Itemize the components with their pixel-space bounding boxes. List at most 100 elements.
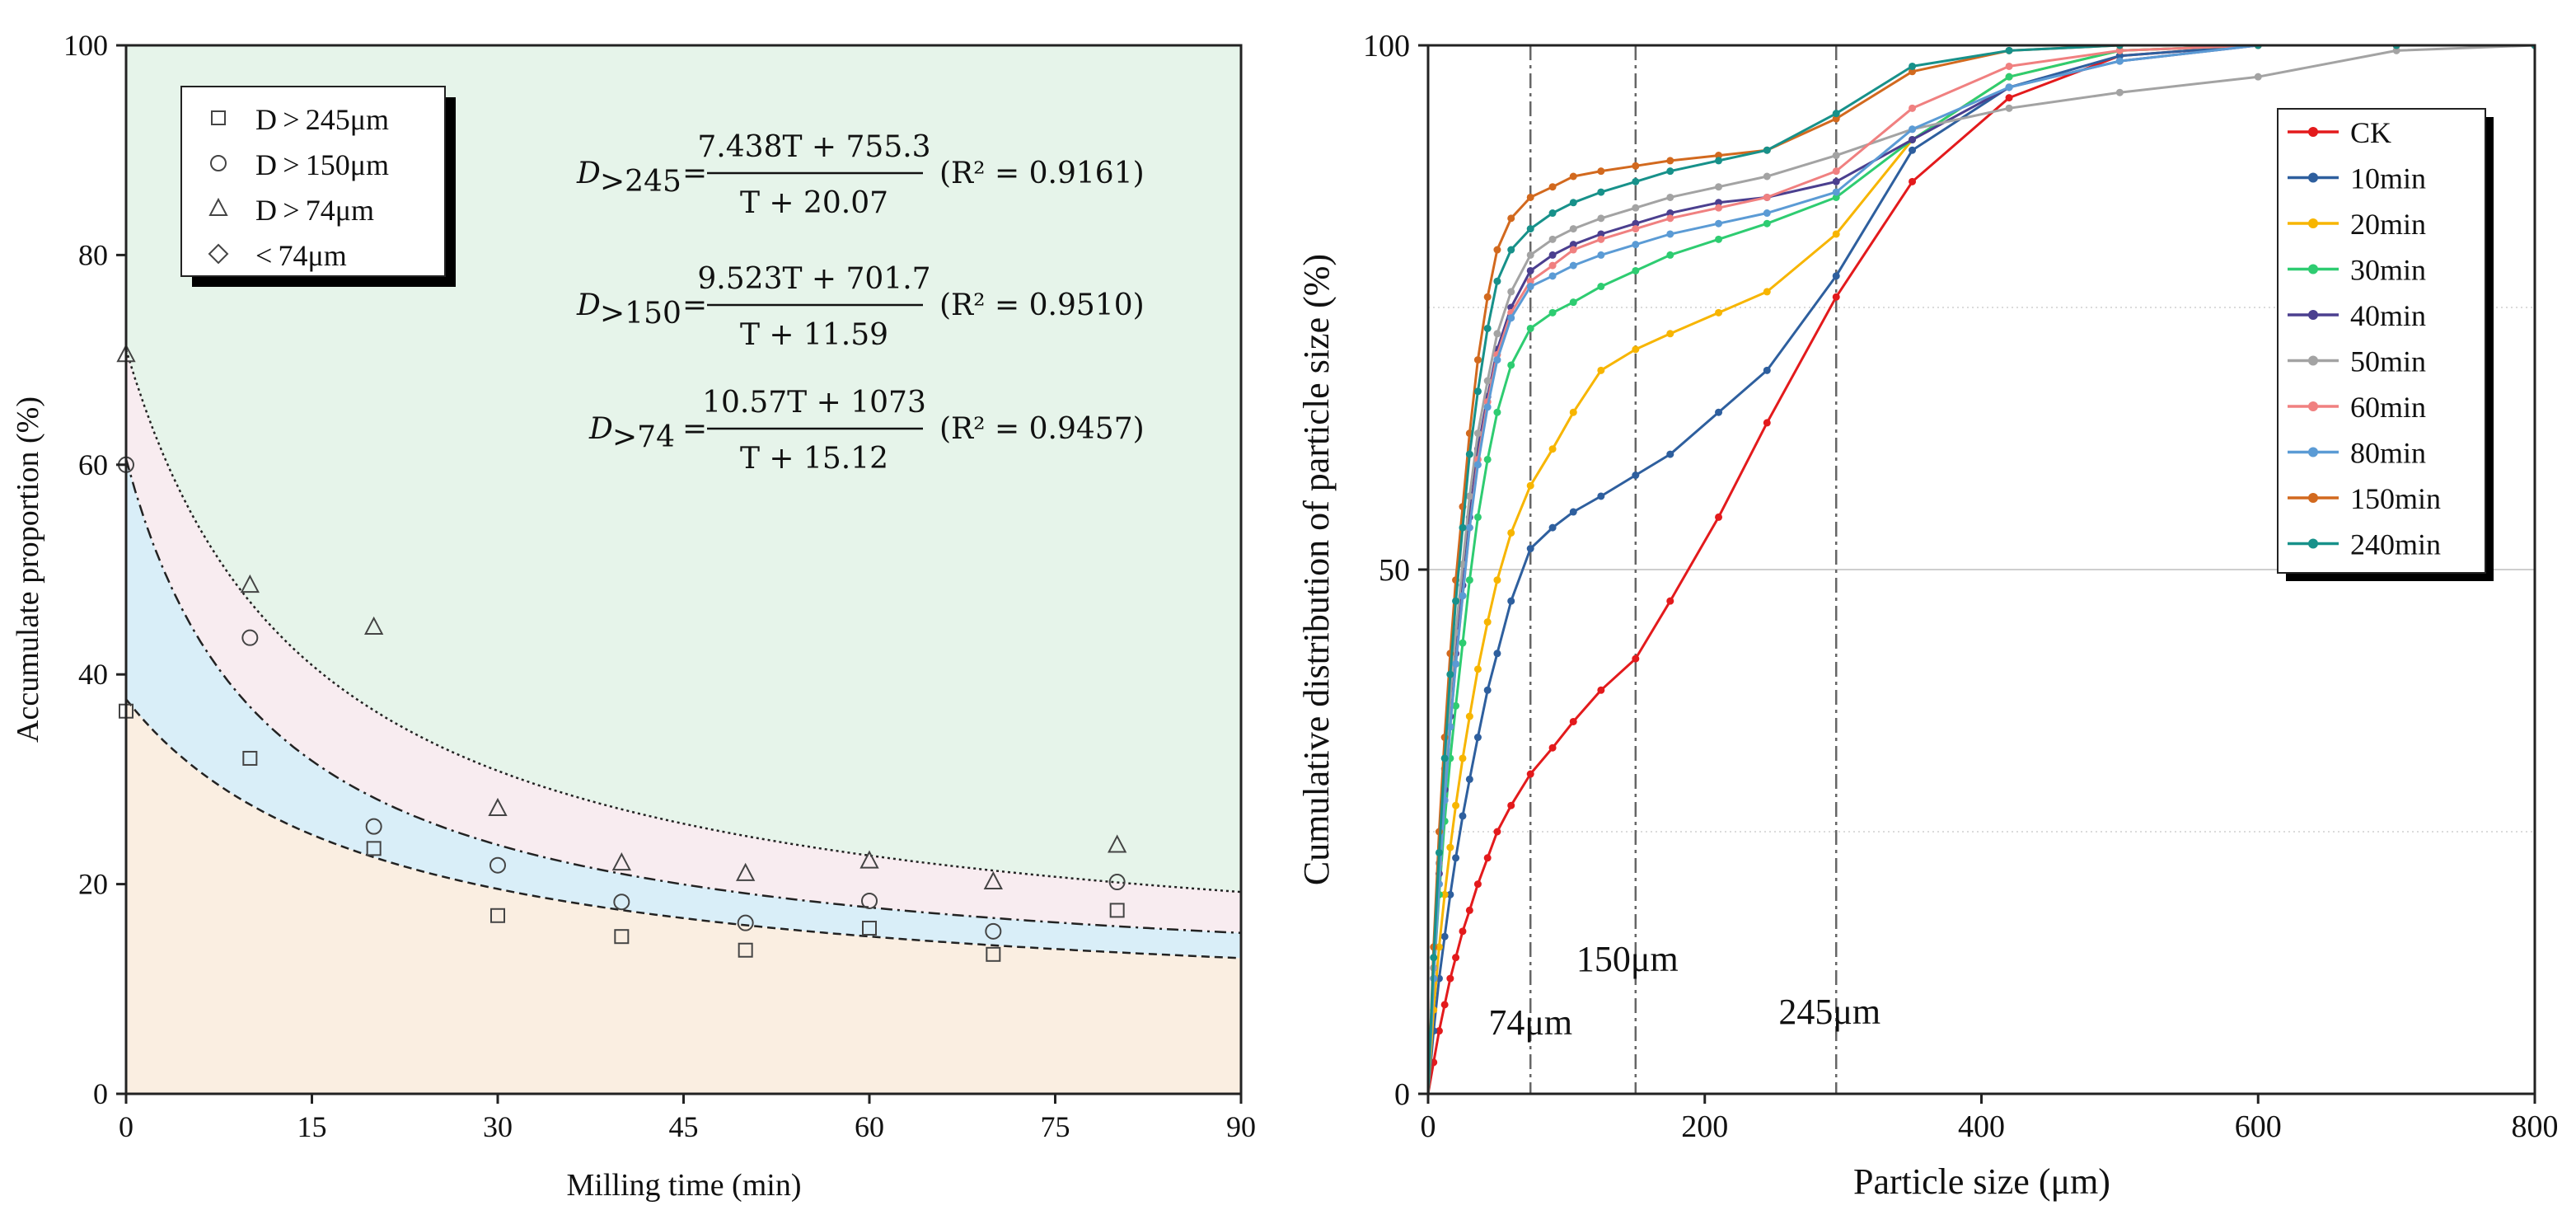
data-point [738,942,753,958]
series-point [1446,890,1454,898]
series-point [1526,283,1534,291]
equation-subscript: >245 [600,165,681,199]
series-point [1483,377,1492,385]
equation-numerator: 10.57T + 1073 [702,386,926,420]
series-point [1459,592,1467,600]
series-point [1597,366,1605,374]
series-point [1715,308,1723,317]
series-point [1548,261,1557,270]
series-point [1832,272,1840,280]
x-tick-label: 75 [1041,1110,1070,1143]
series-point [1507,288,1515,296]
series-point [1632,177,1640,185]
equation-subscript: >74 [612,420,675,454]
series-point [1569,717,1577,725]
series-point [1548,209,1557,218]
series-point [1473,387,1482,396]
series-point [2115,52,2124,60]
series-point [1493,828,1501,836]
series-point [1597,214,1605,223]
series-point [1548,743,1557,752]
x-tick-label: 15 [297,1110,327,1143]
legend-marker [2308,172,2318,183]
series-point [1452,954,1460,962]
series-point [1483,618,1492,626]
series-point [1548,308,1557,317]
series-point [1666,214,1674,223]
series-point [1909,125,1917,134]
series-point [1526,481,1534,490]
data-point [489,856,506,874]
right-y-ticks: 0 50 100 [1363,29,1428,1112]
data-point [861,892,878,909]
series-point [1507,214,1515,223]
series-point [1763,193,1771,201]
series-point [1452,659,1460,668]
series-point [1526,277,1534,285]
series-point [1832,110,1840,118]
series-point [1507,597,1515,605]
series-point [1832,188,1840,196]
data-point [986,946,1001,962]
series-point [1715,183,1723,191]
series-point [1473,665,1482,673]
right-legend: CK 10min 20min 30min 40min 50min 60min 80min 150… [2277,108,2494,581]
legend-label: D > 150μm [255,148,389,181]
band-150-245 [126,458,1241,959]
series-point [1632,219,1640,228]
series-point [1465,576,1473,584]
series-point [1569,246,1577,254]
equation-equals: = [682,412,707,446]
x-tick-label: 30 [483,1110,513,1143]
reference-line-label: 150μm [1576,939,1679,979]
x-tick-label: 600 [2235,1109,2282,1144]
equation-numerator: 7.438T + 755.3 [697,130,930,164]
right-x-ticks: 0 200 400 600 800 [1421,1094,2559,1144]
left-y-axis-label: Accumulate proportion (%) [11,396,45,743]
series-point [1909,146,1917,154]
y-tick-label: 0 [93,1077,108,1110]
series-point [2005,73,2013,81]
series-point [1569,508,1577,516]
series-point [1763,172,1771,181]
series-point [1473,880,1482,889]
equation-lhs: D [576,288,601,322]
legend-marker [211,110,226,125]
series-point [1526,266,1534,274]
series-point [1465,492,1473,500]
series-point [1459,523,1467,532]
series-point [1459,754,1467,762]
x-tick-label: 0 [1421,1109,1436,1144]
series-point [1763,146,1771,154]
series-point [1507,246,1515,254]
series-point [1763,366,1771,374]
series-point [2115,88,2124,96]
data-point [1109,903,1125,918]
series-point [1763,219,1771,228]
series-point [1548,251,1557,259]
series-point [1909,104,1917,112]
series-point [1763,419,1771,427]
series-point [1715,513,1723,521]
legend-label: 240min [2350,528,2441,561]
equation-equals: = [682,157,707,190]
equation-r2: (R² = 0.9161) [939,157,1145,190]
legend-label: 10min [2350,162,2426,195]
series-point [1483,686,1492,694]
data-point [736,862,756,881]
data-point [490,908,505,923]
series-point [1493,576,1501,584]
series-point [1597,167,1605,176]
series-point [1569,241,1577,249]
equation-lhs: D [576,157,601,190]
equation: D >150 =9.523T + 701.7 T + 11.59 (R² = 0.951… [576,262,1145,352]
equation-denominator: T + 11.59 [740,318,888,352]
series-point [1569,261,1577,270]
legend-marker [2308,218,2318,228]
fit-curve-Dgt74 [126,349,1241,894]
series-point [1459,639,1467,647]
equation: D >245 =7.438T + 755.3 T + 20.07 (R² = 0.916… [576,130,1145,220]
series-point [1440,890,1449,898]
series-point [1493,277,1501,285]
